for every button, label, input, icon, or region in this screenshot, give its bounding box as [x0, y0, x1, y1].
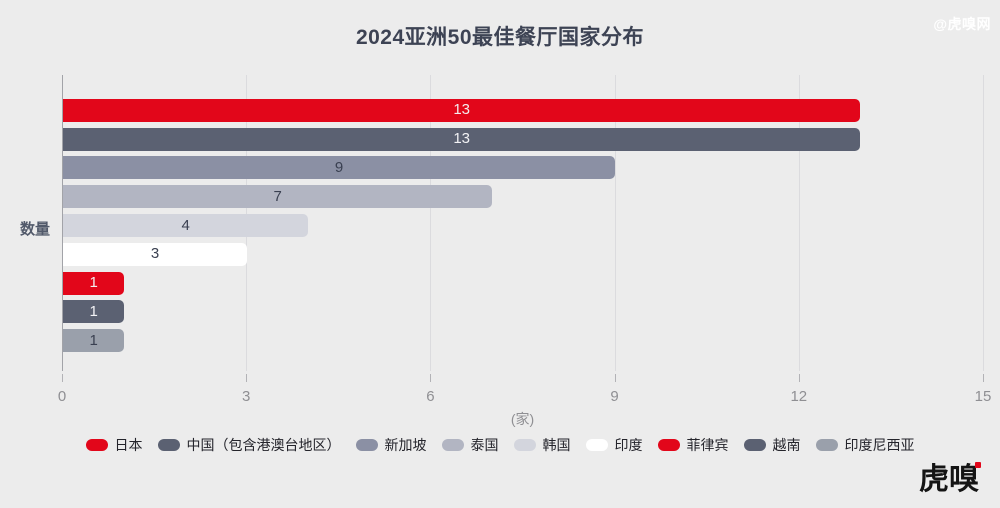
x-axis-unit-label: (家) [510, 411, 535, 427]
bar-印度尼西亚: 1 [63, 329, 125, 353]
legend-swatch-icon [513, 439, 536, 451]
bar-row: 7 [63, 182, 983, 211]
x-axis-tick [798, 374, 800, 382]
huxiu-logo: 虎嗅 [919, 462, 981, 496]
bar-value-label: 13 [453, 101, 470, 119]
bar-泰国: 7 [63, 185, 493, 209]
y-axis-label: 数量 [20, 221, 51, 238]
bar-value-label: 4 [181, 216, 190, 234]
x-axis-tick [983, 374, 984, 382]
x-tick-label: 12 [790, 388, 808, 405]
legend-swatch-icon [157, 439, 180, 451]
bar-value-label: 1 [89, 302, 98, 320]
bar-日本: 13 [63, 98, 861, 122]
bar-印度: 3 [63, 242, 247, 266]
gridline [983, 75, 984, 371]
x-axis-tick [246, 374, 248, 382]
x-tick-label: 3 [242, 388, 251, 405]
bar-value-label: 9 [334, 158, 344, 176]
gridline [798, 75, 800, 371]
x-axis-tick [614, 374, 616, 382]
legend-swatch-icon [85, 439, 108, 451]
bar-row: 13 [63, 96, 983, 125]
legend-item-泰国[interactable]: 泰国 [441, 435, 499, 455]
logo-red-accent-icon [975, 462, 981, 468]
x-axis-tick [62, 374, 63, 382]
bar-row: 3 [63, 240, 983, 269]
legend-item-日本[interactable]: 日本 [85, 435, 143, 455]
watermark: @虎嗅网 [933, 16, 991, 32]
plot-area: 13 13 9 7 4 3 1 1 1 0 3 6 9 12 15 [58, 75, 991, 405]
bar-row: 1 [63, 269, 983, 298]
legend-item-菲律宾[interactable]: 菲律宾 [657, 435, 729, 455]
bar-value-label: 1 [89, 331, 98, 349]
legend-swatch-icon [585, 439, 608, 451]
bar-越南: 1 [63, 300, 125, 324]
gridline [430, 75, 432, 371]
legend-label: 印度尼西亚 [844, 437, 915, 453]
huxiu-logo-text: 虎嗅 [919, 463, 979, 496]
bar-韩国: 4 [63, 214, 309, 238]
legend-item-新加坡[interactable]: 新加坡 [355, 435, 427, 455]
bar-value-label: 3 [150, 245, 160, 263]
x-tick-label: 15 [974, 388, 992, 405]
bar-row: 4 [63, 211, 983, 240]
legend-label: 韩国 [542, 437, 571, 453]
bar-row: 9 [63, 154, 983, 183]
legend-label: 印度 [614, 437, 643, 453]
legend-swatch-icon [743, 439, 766, 451]
bar-row: 13 [63, 125, 983, 154]
chart-title: 2024亚洲50最佳餐厅国家分布 [355, 26, 645, 49]
bar-新加坡: 9 [63, 156, 615, 180]
legend-item-印度[interactable]: 印度 [585, 435, 643, 455]
legend-label: 菲律宾 [686, 437, 729, 453]
legend-label: 新加坡 [384, 437, 427, 453]
x-tick-label: 0 [57, 388, 67, 405]
bar-row: 1 [63, 326, 983, 355]
legend-item-越南[interactable]: 越南 [743, 435, 801, 455]
bar-value-label: 7 [273, 187, 282, 205]
legend: 日本 中国（包含港澳台地区） 新加坡 泰国 韩国 印度 菲律宾 越南 印度尼西亚 [0, 435, 1000, 455]
legend-label: 中国（包含港澳台地区） [186, 437, 341, 453]
legend-label: 日本 [114, 437, 143, 453]
legend-swatch-icon [657, 439, 680, 451]
bar-row: 1 [63, 298, 983, 327]
legend-label: 泰国 [470, 437, 499, 453]
legend-item-韩国[interactable]: 韩国 [513, 435, 571, 455]
x-tick-label: 9 [610, 388, 619, 405]
legend-item-印度尼西亚[interactable]: 印度尼西亚 [815, 435, 915, 455]
x-axis-tick [430, 374, 432, 382]
legend-swatch-icon [355, 439, 378, 451]
y-axis-line [62, 75, 63, 371]
bar-中国（包含港澳台地区）: 13 [63, 127, 861, 151]
gridline [614, 75, 616, 371]
legend-swatch-icon [815, 439, 838, 451]
bar-菲律宾: 1 [63, 271, 125, 295]
legend-label: 越南 [772, 437, 801, 453]
bars-container: 13 13 9 7 4 3 1 1 1 [63, 96, 983, 355]
x-tick-label: 6 [426, 388, 435, 405]
legend-swatch-icon [441, 439, 464, 451]
bar-value-label: 13 [453, 130, 470, 148]
legend-item-中国（包含港澳台地区）[interactable]: 中国（包含港澳台地区） [157, 435, 341, 455]
bar-value-label: 1 [89, 273, 98, 291]
